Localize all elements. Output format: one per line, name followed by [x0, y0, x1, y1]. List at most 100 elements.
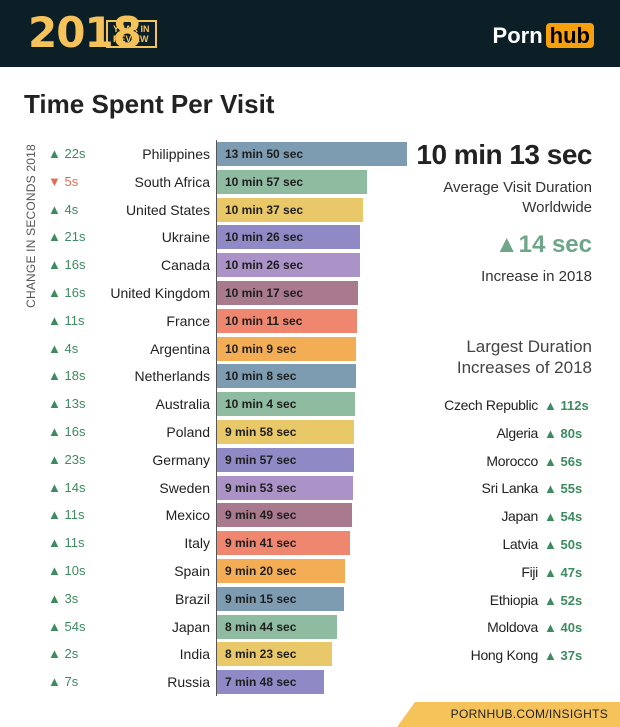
country-label: Canada — [160, 257, 210, 273]
up-arrow-icon: ▲ — [544, 398, 557, 413]
up-arrow-icon: ▲ — [48, 480, 61, 495]
up-arrow-icon: ▲ — [544, 620, 557, 635]
up-arrow-icon: ▲ — [48, 674, 61, 689]
largest-increase-number: 55s — [560, 481, 583, 496]
change-value: 54s — [64, 619, 86, 634]
up-arrow-icon: ▲ — [48, 257, 61, 272]
bar — [217, 170, 367, 194]
up-arrow-icon: ▲ — [544, 454, 557, 469]
logo-text: Porn — [492, 23, 543, 48]
change-label: ▲ 16s — [48, 281, 108, 305]
largest-increase-country: Japan — [501, 508, 538, 524]
largest-increase-row: Sri Lanka ▲ 55s — [482, 477, 588, 499]
country-label: Ukraine — [161, 229, 210, 245]
down-arrow-icon: ▼ — [48, 174, 61, 189]
largest-increase-number: 52s — [560, 593, 583, 608]
bar-value-label: 9 min 57 sec — [225, 453, 297, 467]
largest-increase-country: Algeria — [496, 425, 539, 441]
year-title: 2018 — [28, 8, 142, 57]
change-value: 11s — [64, 507, 85, 522]
logo-badge: hub — [545, 23, 594, 48]
bar-value-label: 13 min 50 sec — [225, 147, 304, 161]
largest-increase-country: Fiji — [521, 564, 538, 580]
up-arrow-icon: ▲ — [544, 648, 557, 663]
bar-value-label: 10 min 8 sec — [225, 369, 297, 383]
largest-increase-row: Latvia ▲ 50s — [502, 533, 588, 555]
change-value: 18s — [64, 368, 86, 383]
chart-axis-line — [216, 140, 217, 696]
largest-increase-number: 50s — [560, 537, 583, 552]
average-duration-value: 10 min 13 sec — [416, 139, 592, 170]
bar — [217, 670, 324, 694]
increase-number: 14 sec — [518, 231, 592, 258]
change-label: ▲ 13s — [48, 392, 108, 416]
change-value: 16s — [64, 257, 86, 272]
largest-increase-value: ▲ 112s — [544, 395, 589, 417]
country-label: Italy — [184, 535, 210, 551]
up-arrow-icon: ▲ — [48, 424, 61, 439]
largest-increase-country: Latvia — [502, 536, 538, 552]
up-arrow-icon: ▲ — [48, 591, 61, 606]
up-arrow-icon: ▲ — [48, 535, 61, 550]
change-value: 16s — [64, 424, 86, 439]
bar — [217, 309, 357, 333]
bar — [217, 225, 360, 249]
change-value: 11s — [64, 535, 85, 550]
country-label: United States — [125, 202, 210, 218]
change-value: 5s — [64, 174, 79, 189]
largest-increase-country: Ethiopia — [489, 592, 539, 608]
up-arrow-icon: ▲ — [544, 426, 557, 441]
average-duration-label: Average Visit Duration Worldwide — [443, 179, 592, 216]
change-label: ▲ 21s — [48, 225, 108, 249]
largest-increases-title: Largest Duration Increases of 2018 — [456, 337, 592, 377]
bar-value-label: 9 min 53 sec — [225, 481, 297, 495]
up-arrow-icon: ▲ — [48, 202, 61, 217]
change-label: ▲ 4s — [48, 337, 108, 361]
bar — [217, 337, 356, 361]
largest-increase-row: Hong Kong ▲ 37s — [471, 644, 588, 666]
bar — [217, 587, 344, 611]
change-label: ▲ 22s — [48, 142, 108, 166]
largest-increase-number: 112s — [560, 398, 589, 413]
up-arrow-icon: ▲ — [48, 313, 61, 328]
country-label: Germany — [152, 452, 210, 468]
largest-increase-value: ▲ 37s — [544, 645, 588, 667]
chart-title: Time Spent Per Visit — [24, 89, 275, 119]
largest-increase-row: Algeria ▲ 80s — [497, 422, 588, 444]
bar-value-label: 10 min 9 sec — [225, 342, 297, 356]
change-value: 2s — [64, 646, 79, 661]
up-arrow-icon: ▲ — [48, 396, 61, 411]
largest-increase-value: ▲ 55s — [544, 478, 588, 500]
up-arrow-icon: ▲ — [544, 481, 557, 496]
change-value: 21s — [64, 229, 86, 244]
country-label: Brazil — [174, 591, 210, 607]
largest-increase-country: Sri Lanka — [481, 480, 539, 496]
header-banner: 2018 YEAR IN REVIEW Porn hub — [0, 0, 620, 67]
largest-increase-value: ▲ 54s — [544, 506, 588, 528]
change-value: 3s — [64, 591, 79, 606]
change-label: ▲ 11s — [48, 309, 108, 333]
up-arrow-icon: ▲ — [48, 452, 61, 467]
country-label: India — [179, 646, 210, 662]
largest-increase-number: 37s — [560, 648, 583, 663]
country-label: United Kingdom — [110, 285, 210, 301]
up-arrow-icon: ▲ — [544, 537, 557, 552]
bar — [217, 531, 350, 555]
up-arrow-icon: ▲ — [544, 593, 557, 608]
largest-increase-value: ▲ 47s — [544, 562, 588, 584]
up-arrow-icon: ▲ — [544, 509, 557, 524]
country-label: Poland — [166, 424, 210, 440]
largest-increase-number: 56s — [560, 454, 583, 469]
footer-url[interactable]: PORNHUB.COM/INSIGHTS — [450, 707, 608, 721]
change-value: 4s — [64, 202, 79, 217]
largest-increase-row: Moldova ▲ 40s — [487, 616, 588, 638]
up-arrow-icon: ▲ — [48, 619, 61, 634]
y-axis-label: CHANGE IN SECONDS 2018 — [24, 144, 38, 308]
change-value: 4s — [64, 341, 79, 356]
bar-value-label: 8 min 23 sec — [225, 647, 297, 661]
country-label: Australia — [155, 396, 210, 412]
up-arrow-icon: ▲ — [48, 507, 61, 522]
bar — [217, 364, 356, 388]
change-value: 13s — [64, 396, 86, 411]
change-value: 10s — [64, 563, 86, 578]
